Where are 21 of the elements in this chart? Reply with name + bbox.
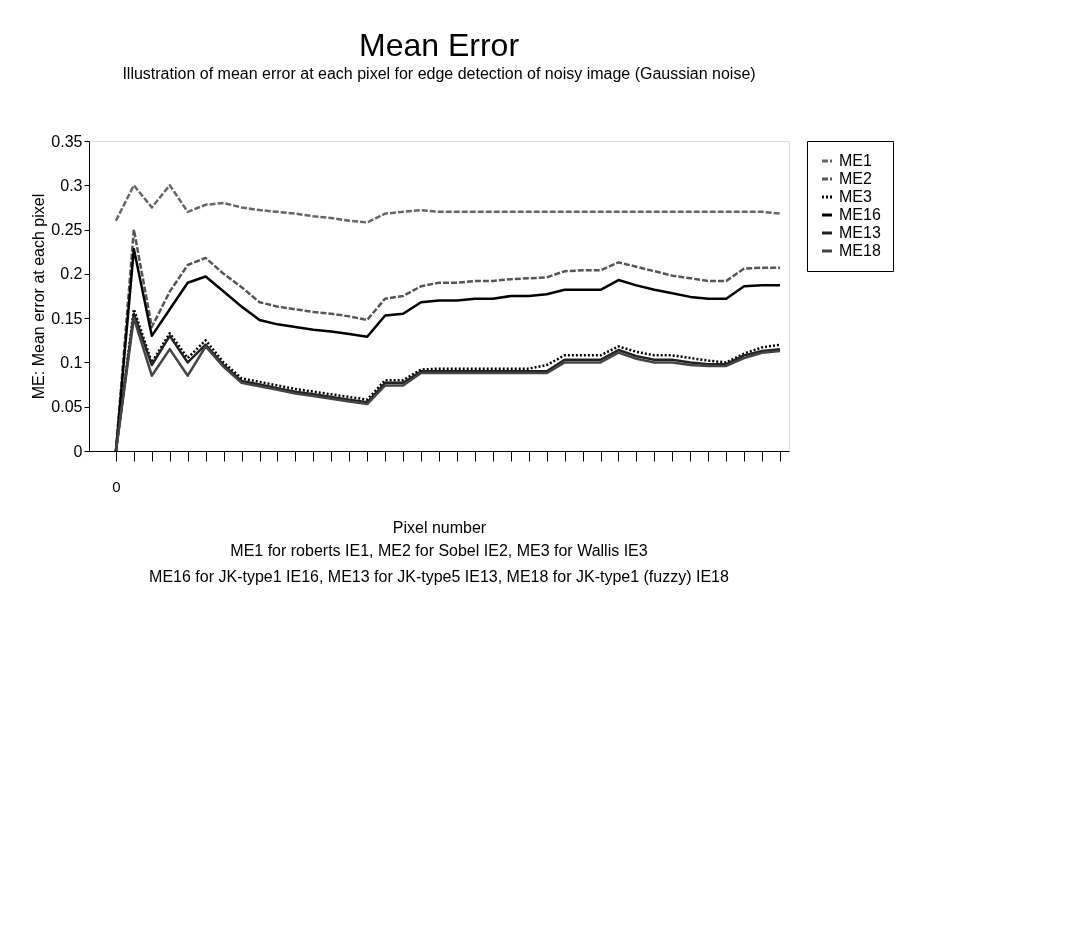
y-tick-label: 0.35 [51, 132, 83, 150]
legend-label: ME18 [839, 242, 881, 259]
x-axis-title: Pixel number [392, 518, 487, 536]
legend-label: ME1 [839, 152, 872, 169]
legend-label: ME13 [839, 224, 881, 241]
chart-subtitle: Illustration of mean error at each pixel for edge detection of noisy image (Gaussian noise) [122, 65, 756, 82]
y-tick-label: 0.25 [51, 221, 83, 239]
y-tick-label: 0.05 [51, 398, 83, 416]
y-tick-label: 0.3 [60, 176, 83, 194]
y-tick-label: 0.2 [60, 265, 83, 283]
text: ME1 for roberts IE1, ME2 for Sobel IE2, ME3 for Wallis IE3 [230, 542, 648, 559]
line-series [114, 184, 782, 224]
y-tick-label: 0.15 [51, 309, 83, 327]
legend-label: ME16 [839, 206, 881, 223]
y-tick-label: 0.1 [60, 353, 83, 371]
legend-label: ME3 [839, 188, 872, 205]
text: ME16 for JK-type1 IE16, ME13 for JK-type5 IE13, ME18 for JK-type1 (fuzzy) IE18 [149, 568, 729, 585]
y-tick-label: 0 [73, 442, 83, 460]
legend-label: ME2 [839, 170, 872, 187]
chart-title: Mean Error [358, 27, 520, 63]
y-axis-title: ME: Mean error at each pixel [30, 193, 48, 400]
